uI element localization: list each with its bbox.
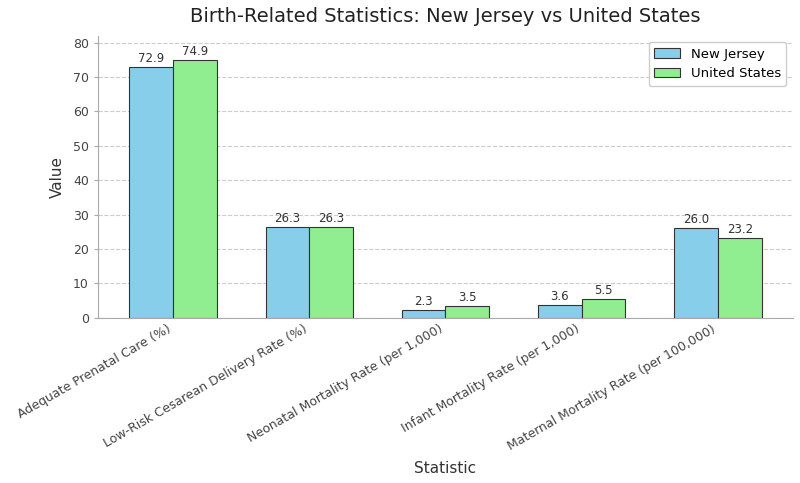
Legend: New Jersey, United States: New Jersey, United States [649,43,786,85]
Text: 72.9: 72.9 [138,52,164,65]
Text: 26.0: 26.0 [683,213,710,226]
Text: 3.6: 3.6 [550,290,570,303]
Bar [130,67,173,318]
Bar [582,299,626,318]
Title: Birth-Related Statistics: New Jersey vs United States: Birth-Related Statistics: New Jersey vs … [190,7,701,26]
Bar [309,227,353,318]
Bar [718,238,762,318]
Text: 26.3: 26.3 [318,212,344,225]
Text: 2.3: 2.3 [414,295,433,308]
X-axis label: Statistic: Statistic [414,461,477,476]
Bar [266,227,309,318]
Text: 23.2: 23.2 [727,223,753,236]
Text: 5.5: 5.5 [594,284,613,297]
Bar [674,228,718,318]
Bar [538,305,582,318]
Text: 26.3: 26.3 [274,212,301,225]
Bar [173,60,217,318]
Y-axis label: Value: Value [50,156,65,198]
Bar [446,306,489,318]
Text: 74.9: 74.9 [182,45,208,58]
Text: 3.5: 3.5 [458,291,477,304]
Bar [402,310,446,318]
